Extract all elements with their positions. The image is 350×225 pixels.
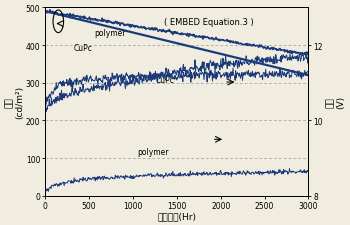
- Y-axis label: 輝度
(cd/m²): 輝度 (cd/m²): [5, 86, 24, 119]
- Text: polymer: polymer: [137, 148, 169, 157]
- Text: CuPc: CuPc: [74, 44, 93, 53]
- Text: polymer: polymer: [94, 28, 126, 37]
- Text: CuPc: CuPc: [156, 75, 175, 84]
- Text: ( EMBED Equation.3 ): ( EMBED Equation.3 ): [163, 18, 253, 27]
- Y-axis label: 電壓
(V): 電壓 (V): [326, 96, 345, 109]
- X-axis label: 使用寿命(Hr): 使用寿命(Hr): [157, 211, 196, 220]
